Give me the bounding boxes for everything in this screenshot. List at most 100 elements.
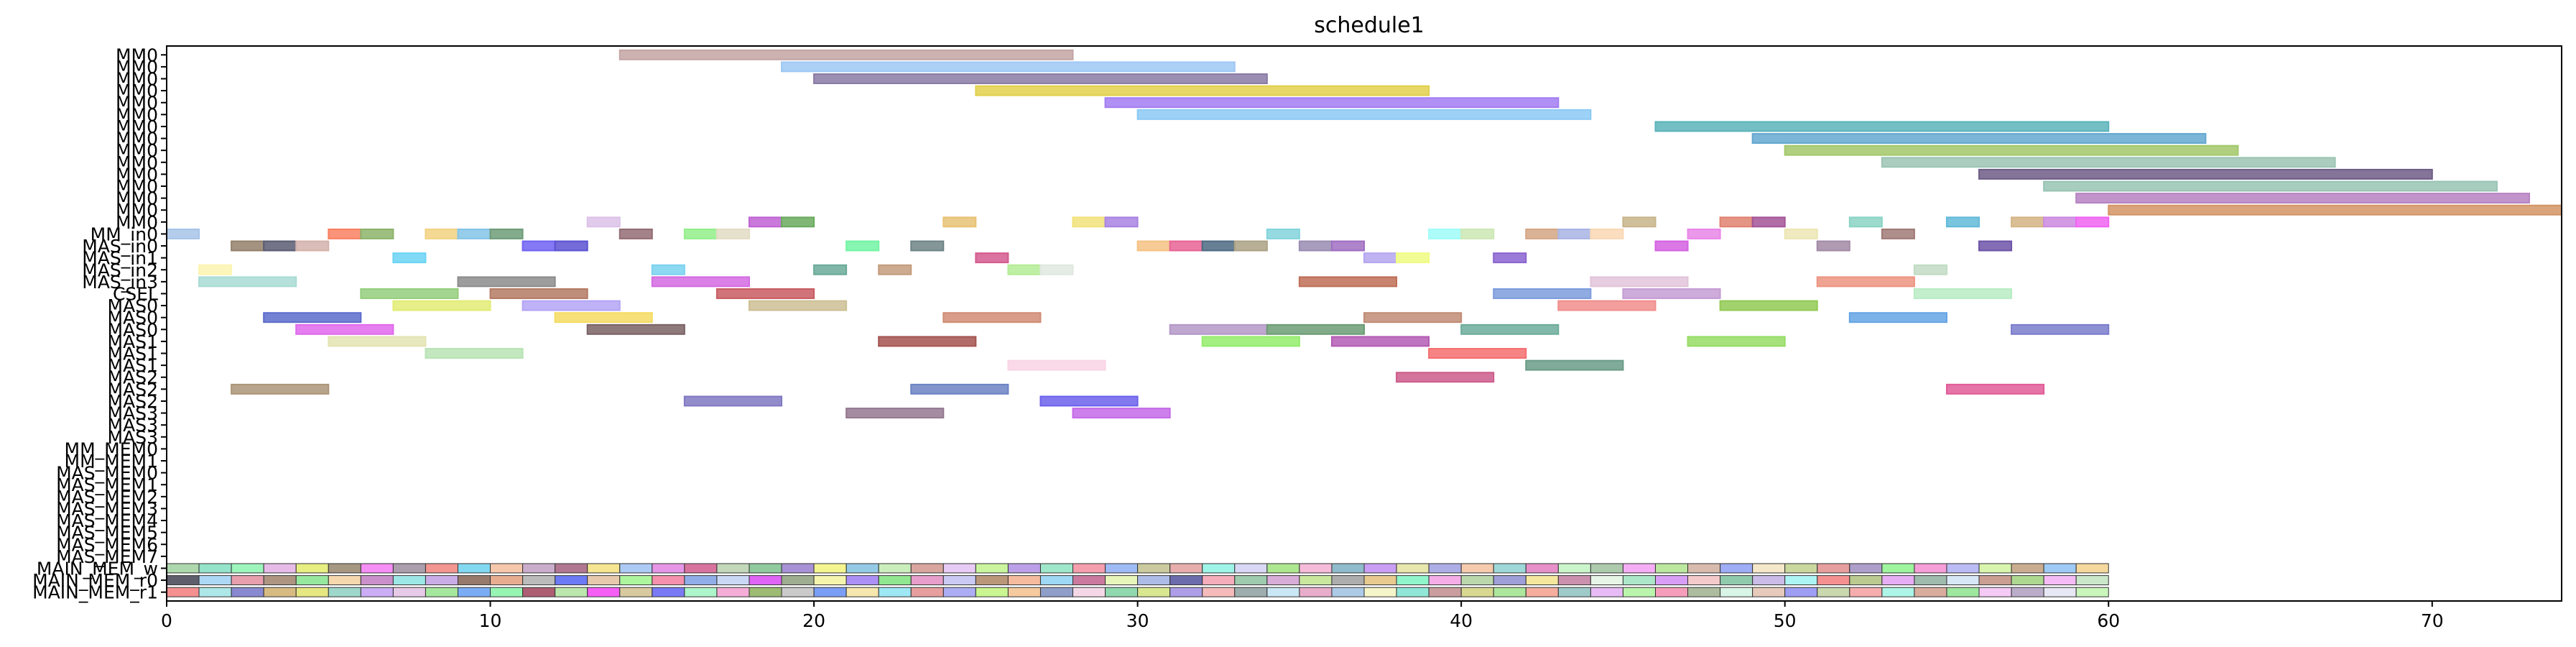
mem-cell-main-mem-w-8 — [425, 563, 458, 574]
task-bar-mm0-0 — [618, 49, 1074, 60]
mem-cell-main-mem-w-38 — [1396, 563, 1430, 574]
mem-cell-main-mem-w-34 — [1266, 563, 1300, 574]
y-tick-label: MAS_MEM4 — [56, 510, 158, 531]
mem-cell-main-mem-r0-2 — [231, 575, 264, 586]
mem-cell-main-mem-r0-21 — [845, 575, 879, 586]
mem-cell-main-mem-r0-39 — [1428, 575, 1462, 586]
task-bar-mas0-96 — [295, 324, 394, 335]
task-bar-mas2-115 — [683, 395, 783, 407]
task-bar-mm0-10 — [1978, 168, 2433, 180]
mem-cell-main-mem-r1-16 — [684, 587, 718, 597]
mem-cell-main-mem-r0-19 — [781, 575, 815, 586]
y-tick-label: MAS1 — [108, 344, 158, 364]
mem-cell-main-mem-r1-18 — [749, 587, 782, 597]
task-bar-mas-in2-67 — [198, 264, 233, 275]
mem-cell-main-mem-r0-36 — [1331, 575, 1365, 586]
task-bar-mas-in0-56 — [1233, 240, 1268, 252]
task-bar-mas3-117 — [845, 408, 945, 419]
task-bar-mm0-4 — [1104, 97, 1560, 109]
y-tick-label: MM_MEM0 — [65, 439, 158, 459]
task-bar-mm0-9 — [1881, 157, 2336, 168]
mem-cell-main-mem-r1-43 — [1557, 587, 1591, 597]
task-bar-mas-in0-60 — [1816, 240, 1850, 252]
task-bar-mm0-23 — [1848, 216, 1883, 228]
task-bars — [166, 49, 2562, 419]
task-bar-mas-in3-74 — [198, 276, 297, 288]
y-tick-label: MM_MEM1 — [65, 451, 158, 472]
task-bar-mas-in1-65 — [1396, 252, 1430, 264]
mem-cell-main-mem-r1-22 — [878, 587, 912, 597]
task-bar-csel-80 — [360, 288, 459, 299]
task-bar-mm0-3 — [975, 85, 1430, 96]
mem-cell-main-mem-w-18 — [749, 563, 782, 574]
task-bar-mas0-88 — [748, 300, 848, 311]
mem-cell-main-mem-r1-45 — [1622, 587, 1656, 597]
mem-cell-main-mem-r1-31 — [1169, 587, 1203, 597]
task-bar-mas-in1-63 — [975, 252, 1009, 264]
mem-cell-main-mem-w-27 — [1039, 563, 1074, 574]
y-tick-label: MAS0 — [108, 308, 158, 329]
y-tick-label: CSEL — [113, 283, 158, 304]
task-bar-mm0-24 — [1945, 216, 1980, 228]
mem-cell-main-mem-r1-13 — [587, 587, 621, 597]
mem-cell-main-mem-r0-9 — [457, 575, 491, 586]
mem-cell-main-mem-r1-3 — [263, 587, 297, 597]
mem-cell-main-mem-r1-12 — [555, 587, 588, 597]
mem-cell-main-mem-r1-4 — [295, 587, 329, 597]
task-bar-mas2-116 — [1039, 395, 1139, 407]
mem-cell-main-mem-r0-7 — [392, 575, 426, 586]
task-bar-mas2-113 — [910, 383, 1009, 395]
mem-cell-main-mem-r0-41 — [1493, 575, 1526, 586]
y-tick-label: MM0 — [116, 81, 158, 101]
mem-cell-main-mem-r1-2 — [231, 587, 264, 597]
task-bar-mas-in0-61 — [1978, 240, 2013, 252]
task-bar-mas0-86 — [392, 300, 491, 311]
mem-cell-main-mem-r0-57 — [2011, 575, 2044, 586]
task-bar-mas-in3-75 — [457, 276, 556, 288]
task-bar-mas1-103 — [878, 336, 977, 347]
mem-cell-main-mem-w-19 — [781, 563, 815, 574]
task-bar-mas-in0-52 — [910, 240, 945, 252]
task-bar-csel-85 — [1913, 288, 2013, 299]
task-bar-mas0-97 — [586, 324, 685, 335]
task-bar-mas-in0-57 — [1298, 240, 1333, 252]
x-tick-label: 30 — [1126, 610, 1149, 631]
mem-cell-main-mem-r0-40 — [1460, 575, 1494, 586]
y-tick-label: MM0 — [116, 188, 158, 209]
mem-cell-main-mem-r1-8 — [425, 587, 458, 597]
task-bar-mas-in0-46 — [231, 240, 265, 252]
mem-cell-main-mem-w-25 — [975, 563, 1009, 574]
mem-cell-main-mem-r0-35 — [1299, 575, 1333, 586]
mem-cell-main-mem-w-3 — [263, 563, 297, 574]
task-bar-mm0-15 — [748, 216, 783, 228]
mem-cell-main-mem-r1-26 — [1007, 587, 1041, 597]
mem-cell-main-mem-w-47 — [1687, 563, 1721, 574]
task-bar-mm-in0-32 — [457, 228, 491, 239]
mem-cell-main-mem-w-20 — [813, 563, 847, 574]
task-bar-mas-in2-71 — [1007, 264, 1042, 275]
mem-cell-main-mem-r0-28 — [1072, 575, 1106, 586]
mem-cell-main-mem-r1-44 — [1590, 587, 1623, 597]
mem-cell-main-mem-r1-10 — [490, 587, 524, 597]
task-bar-mas1-110 — [1525, 359, 1624, 371]
mem-cell-main-mem-w-52 — [1849, 563, 1883, 574]
task-bar-mm0-26 — [2043, 216, 2077, 228]
task-bar-mas1-108 — [1428, 348, 1527, 359]
mem-cell-main-mem-r1-42 — [1525, 587, 1559, 597]
x-tick-label: 40 — [1450, 610, 1473, 631]
mem-cell-main-mem-r0-59 — [2075, 575, 2109, 586]
mem-cell-main-mem-r0-55 — [1946, 575, 1980, 586]
task-bar-mas-in0-47 — [263, 240, 297, 252]
mem-cell-main-mem-r0-51 — [1817, 575, 1850, 586]
mem-cell-main-mem-r1-9 — [457, 587, 491, 597]
task-bar-mm-in0-34 — [618, 228, 653, 239]
task-bar-mas-in0-55 — [1201, 240, 1236, 252]
task-bar-mas0-87 — [522, 300, 621, 311]
mem-cell-main-mem-r1-55 — [1946, 587, 1980, 597]
mem-cell-main-mem-r0-4 — [295, 575, 329, 586]
task-bar-mm-in0-37 — [1266, 228, 1300, 239]
mem-cell-main-mem-r1-19 — [781, 587, 815, 597]
mem-cell-main-mem-w-45 — [1622, 563, 1656, 574]
mem-cell-main-mem-w-41 — [1493, 563, 1526, 574]
